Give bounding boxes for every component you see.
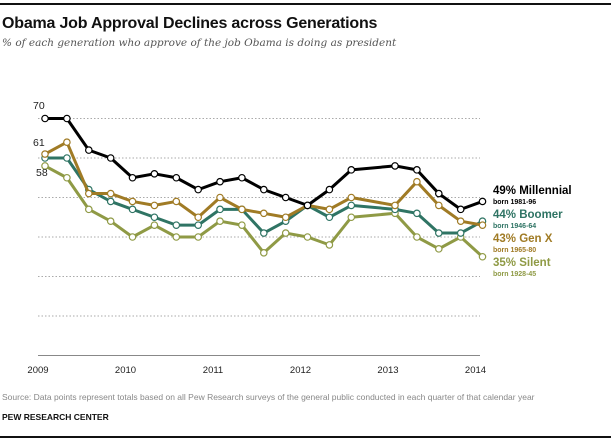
data-point <box>63 114 71 123</box>
data-point <box>63 138 71 147</box>
series-end-label: 44% Boomer <box>493 209 563 221</box>
start-value-label: 70 <box>33 100 45 112</box>
data-point <box>259 209 268 218</box>
series-line-silent <box>44 164 484 258</box>
data-point <box>303 233 312 241</box>
data-point <box>150 170 159 178</box>
data-point <box>106 217 115 226</box>
data-point <box>456 229 465 237</box>
data-point <box>325 213 334 222</box>
data-point <box>172 173 181 182</box>
data-point <box>216 205 224 214</box>
data-point <box>391 201 399 210</box>
data-point <box>259 249 268 257</box>
source-note: Source: Data points represent totals bas… <box>2 392 535 402</box>
series-born-label: born 1928-45 <box>493 271 536 278</box>
x-tick-label: 2009 <box>27 365 48 376</box>
data-point <box>456 217 465 226</box>
data-point <box>41 150 49 158</box>
data-point <box>128 233 137 241</box>
bottom-rule <box>0 436 611 438</box>
data-point <box>347 166 356 174</box>
data-point <box>281 193 290 202</box>
chart-title: Obama Job Approval Declines across Gener… <box>2 15 378 32</box>
data-point <box>128 205 137 214</box>
data-point <box>238 205 246 214</box>
x-tick-label: 2012 <box>290 365 311 376</box>
series-born-label: born 1946-64 <box>493 223 536 230</box>
data-point <box>325 185 334 194</box>
data-point <box>413 233 421 241</box>
data-point <box>106 197 115 206</box>
data-point <box>434 229 443 237</box>
data-point <box>194 213 203 222</box>
data-point <box>478 197 487 206</box>
series-end-label: 49% Millennial <box>493 185 572 197</box>
data-point <box>391 162 399 170</box>
data-point <box>41 114 49 123</box>
data-point <box>63 173 71 182</box>
data-point <box>413 209 421 218</box>
data-point <box>85 146 93 154</box>
data-point <box>194 185 203 194</box>
start-value-label: 58 <box>36 167 48 179</box>
brand-name: PEW RESEARCH CENTER <box>2 412 109 422</box>
data-point <box>347 201 356 210</box>
data-point <box>85 205 93 214</box>
data-point <box>216 217 224 226</box>
data-point <box>478 252 487 261</box>
data-point <box>106 189 115 198</box>
data-point <box>413 177 421 186</box>
start-value-label: 61 <box>33 137 45 149</box>
data-point <box>238 173 246 182</box>
series-born-label: born 1965-80 <box>493 247 536 254</box>
x-tick-label: 2014 <box>465 365 486 376</box>
data-point <box>172 197 181 206</box>
data-point <box>216 177 224 186</box>
data-point <box>238 221 246 229</box>
series-end-label: 35% Silent <box>493 257 551 269</box>
series-end-label: 43% Gen X <box>493 233 553 245</box>
x-tick-label: 2013 <box>377 365 398 376</box>
data-point <box>281 213 290 222</box>
data-point <box>85 189 93 198</box>
data-point <box>150 213 159 222</box>
data-point <box>325 205 334 214</box>
data-point <box>434 189 443 198</box>
data-point <box>172 233 181 241</box>
data-point <box>216 193 224 202</box>
data-point <box>63 154 71 162</box>
data-point <box>106 154 115 162</box>
data-point <box>434 245 443 253</box>
data-point <box>150 201 159 210</box>
data-point <box>325 241 334 249</box>
data-point <box>347 193 356 202</box>
data-point <box>347 213 356 222</box>
data-point <box>194 233 203 241</box>
data-point <box>128 173 137 182</box>
data-point <box>303 201 312 210</box>
data-point <box>259 229 268 237</box>
data-point <box>194 221 203 229</box>
data-point <box>259 185 268 194</box>
series-line-gen-x <box>44 140 483 227</box>
x-tick-label: 2011 <box>203 365 223 376</box>
data-point <box>434 201 443 210</box>
data-point <box>172 221 181 229</box>
data-point <box>150 221 159 229</box>
top-rule <box>0 3 611 5</box>
data-point <box>281 229 290 237</box>
data-point <box>413 166 421 174</box>
data-point <box>478 221 487 229</box>
series-born-label: born 1981-96 <box>493 199 536 206</box>
data-point <box>41 162 49 170</box>
chart-subtitle: % of each generation who approve of the … <box>2 37 397 49</box>
x-tick-label: 2010 <box>115 365 136 376</box>
data-point <box>456 205 465 214</box>
data-point <box>128 197 137 206</box>
